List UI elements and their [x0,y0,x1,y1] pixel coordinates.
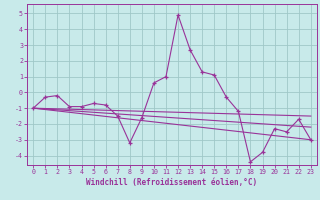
X-axis label: Windchill (Refroidissement éolien,°C): Windchill (Refroidissement éolien,°C) [86,178,258,187]
